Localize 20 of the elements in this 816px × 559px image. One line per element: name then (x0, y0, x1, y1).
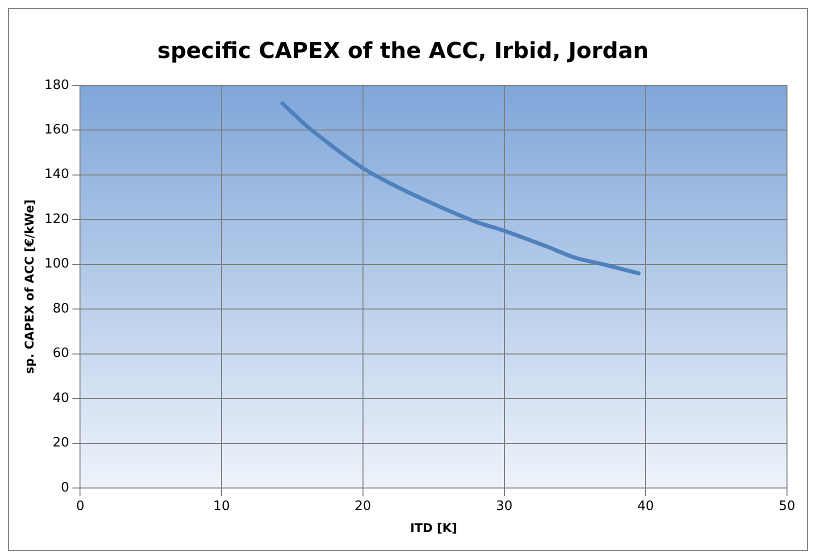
x-tick-label: 30 (496, 499, 513, 514)
y-tick-label: 140 (44, 167, 70, 182)
x-tick-label: 0 (76, 499, 84, 514)
y-tick-label: 100 (44, 256, 70, 272)
y-axis-title: sp. CAPEX of ACC [€/kWe] (22, 200, 36, 374)
y-tick-label: 180 (44, 78, 70, 93)
x-tick-label: 40 (637, 499, 654, 514)
y-tick-label: 0 (60, 480, 70, 496)
y-tick-label: 40 (52, 390, 70, 406)
line-series (280, 101, 641, 276)
x-tick-label: 20 (354, 499, 372, 514)
y-tick-label: 60 (52, 346, 70, 362)
chart-title: specific CAPEX of the ACC, Irbid, Jordan (157, 38, 649, 64)
x-axis-title: ITD [K] (410, 520, 458, 535)
x-tick-label: 10 (213, 499, 230, 514)
y-tick-label: 160 (44, 122, 70, 138)
y-tick-label: 120 (44, 212, 70, 227)
x-tick-label: 50 (778, 499, 796, 514)
y-tick-label: 20 (52, 436, 70, 451)
y-tick-label: 80 (52, 301, 70, 316)
